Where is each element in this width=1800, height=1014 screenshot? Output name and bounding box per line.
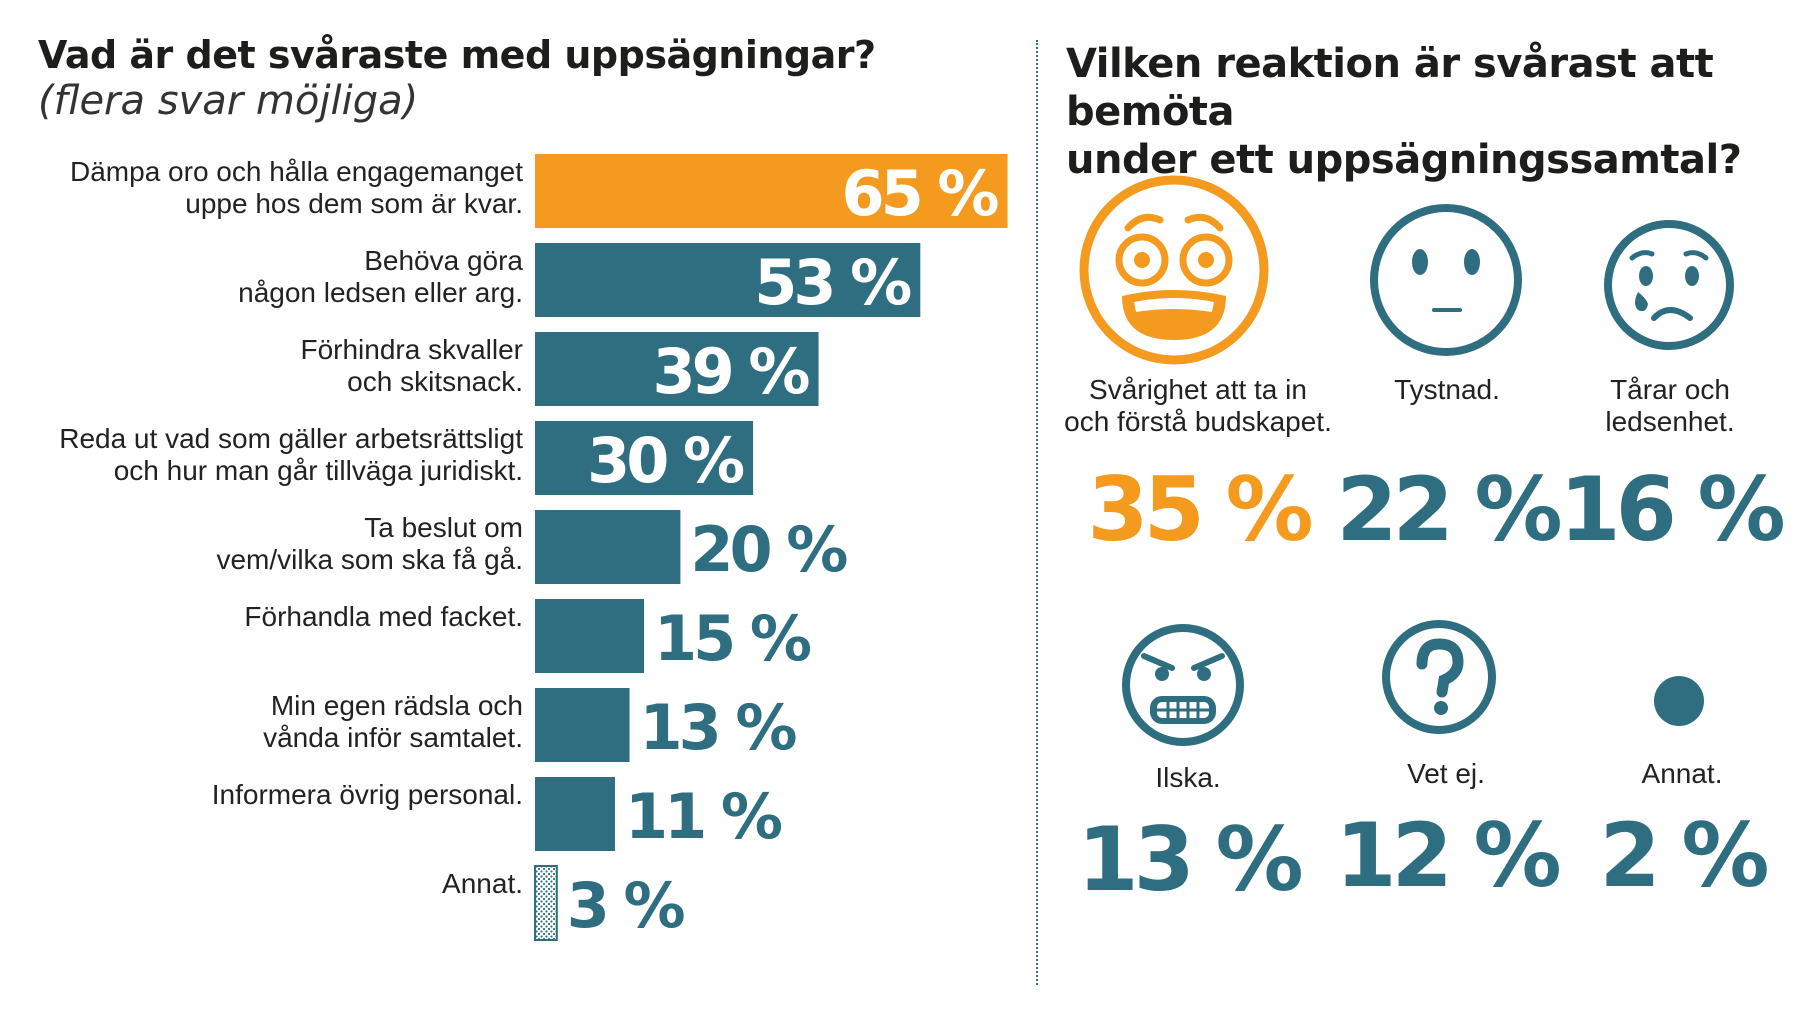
bar — [535, 332, 819, 406]
bar-category-label: Dämpa oro och hålla engagemanget uppe hos… — [70, 156, 523, 219]
reaction-dont-know: Vet ej. 12 % — [1296, 758, 1596, 906]
bar — [535, 777, 615, 851]
bar — [535, 599, 645, 673]
angry-face-icon — [1122, 624, 1244, 746]
bar-category-label: Behöva göra någon ledsen eller arg. — [238, 245, 523, 308]
bar — [535, 421, 754, 495]
bar-value-label: 15 % — [654, 602, 811, 675]
reaction-label: Tårar och ledsenhet. — [1605, 374, 1735, 437]
question-mark-icon — [1382, 620, 1496, 734]
bar — [534, 865, 558, 941]
bar-value-label: 30 % — [587, 424, 744, 497]
left-chart-title: Vad är det svåraste med uppsägningar? — [38, 33, 876, 77]
bar-category-label: Förhandla med facket. — [244, 601, 523, 632]
bar-value-label: 11 % — [625, 780, 782, 853]
bar — [535, 154, 1008, 228]
bar-value-label: 65 % — [842, 157, 999, 230]
dot-icon — [1654, 676, 1704, 726]
bar-value-label: 39 % — [653, 335, 810, 408]
reaction-percentage: 22 % — [1336, 458, 1562, 561]
reaction-label: Svårighet att ta in och förstå budskapet… — [1064, 374, 1332, 437]
reaction-label: Annat. — [1641, 758, 1723, 789]
reaction-percentage: 12 % — [1335, 804, 1561, 907]
reaction-anger: Ilska. 13 % — [1038, 762, 1338, 910]
bar — [535, 510, 681, 584]
bar-category-label: Förhindra skvaller och skitsnack. — [300, 334, 523, 397]
reaction-percentage: 2 % — [1599, 804, 1769, 907]
bar-row: Dämpa oro och hålla engagemanget uppe hos… — [70, 154, 1008, 230]
bar-category-label: Annat. — [442, 868, 523, 899]
crying-face-icon — [1604, 220, 1734, 350]
anxious-face-icon — [1079, 175, 1269, 365]
bar-row: Informera övrig personal. 11 % — [212, 777, 786, 853]
reaction-tears: Tårar och ledsenhet. 16 % — [1520, 374, 1800, 560]
bar-value-label: 20 % — [690, 513, 847, 586]
bar-row: Behöva göra någon ledsen eller arg. 53 % — [238, 243, 921, 319]
reaction-silence: Tystnad. 22 % — [1297, 374, 1597, 560]
right-chart-title: Vilken reaktion är svårast att bemöta un… — [1066, 41, 1742, 183]
bar-row: Reda ut vad som gäller arbetsrättsligt oc… — [59, 421, 754, 497]
bar-row: Förhandla med facket. 15 % — [244, 599, 815, 675]
left-chart-subtitle: (flera svar möjliga) — [38, 78, 419, 124]
neutral-face-icon — [1370, 204, 1522, 356]
reaction-label: Tystnad. — [1394, 374, 1500, 405]
bar-row: Min egen rädsla och vånda inför samtalet.… — [263, 688, 800, 764]
bar-row: Förhindra skvaller och skitsnack. 39 % — [300, 332, 819, 408]
bar-category-label: Min egen rädsla och vånda inför samtalet. — [263, 690, 523, 753]
column-divider — [1036, 40, 1038, 985]
bar-category-label: Ta beslut om vem/vilka som ska få gå. — [216, 512, 523, 575]
reaction-label: Ilska. — [1155, 762, 1221, 793]
reaction-other: Annat. 2 % — [1532, 758, 1800, 906]
bar-row: Annat. 3 % — [442, 865, 689, 942]
bar-category-label: Reda ut vad som gäller arbetsrättsligt oc… — [59, 423, 523, 486]
bar-row: Ta beslut om vem/vilka som ska få gå. 20 % — [216, 510, 851, 586]
reaction-percentage: 16 % — [1559, 458, 1785, 561]
reaction-difficulty-understanding: Svårighet att ta in och förstå budskapet… — [1048, 374, 1348, 560]
bar — [535, 243, 921, 317]
bar-value-label: 13 % — [640, 691, 797, 764]
bar-value-label: 53 % — [754, 246, 911, 319]
bar — [535, 688, 630, 762]
reaction-label: Vet ej. — [1407, 758, 1485, 789]
bar-category-label: Informera övrig personal. — [212, 779, 523, 810]
bar-value-label: 3 % — [567, 869, 685, 942]
reaction-percentage: 35 % — [1087, 458, 1313, 561]
reaction-percentage: 13 % — [1077, 808, 1303, 911]
bar-chart: Dämpa oro och hålla engagemanget uppe hos… — [59, 154, 1008, 942]
